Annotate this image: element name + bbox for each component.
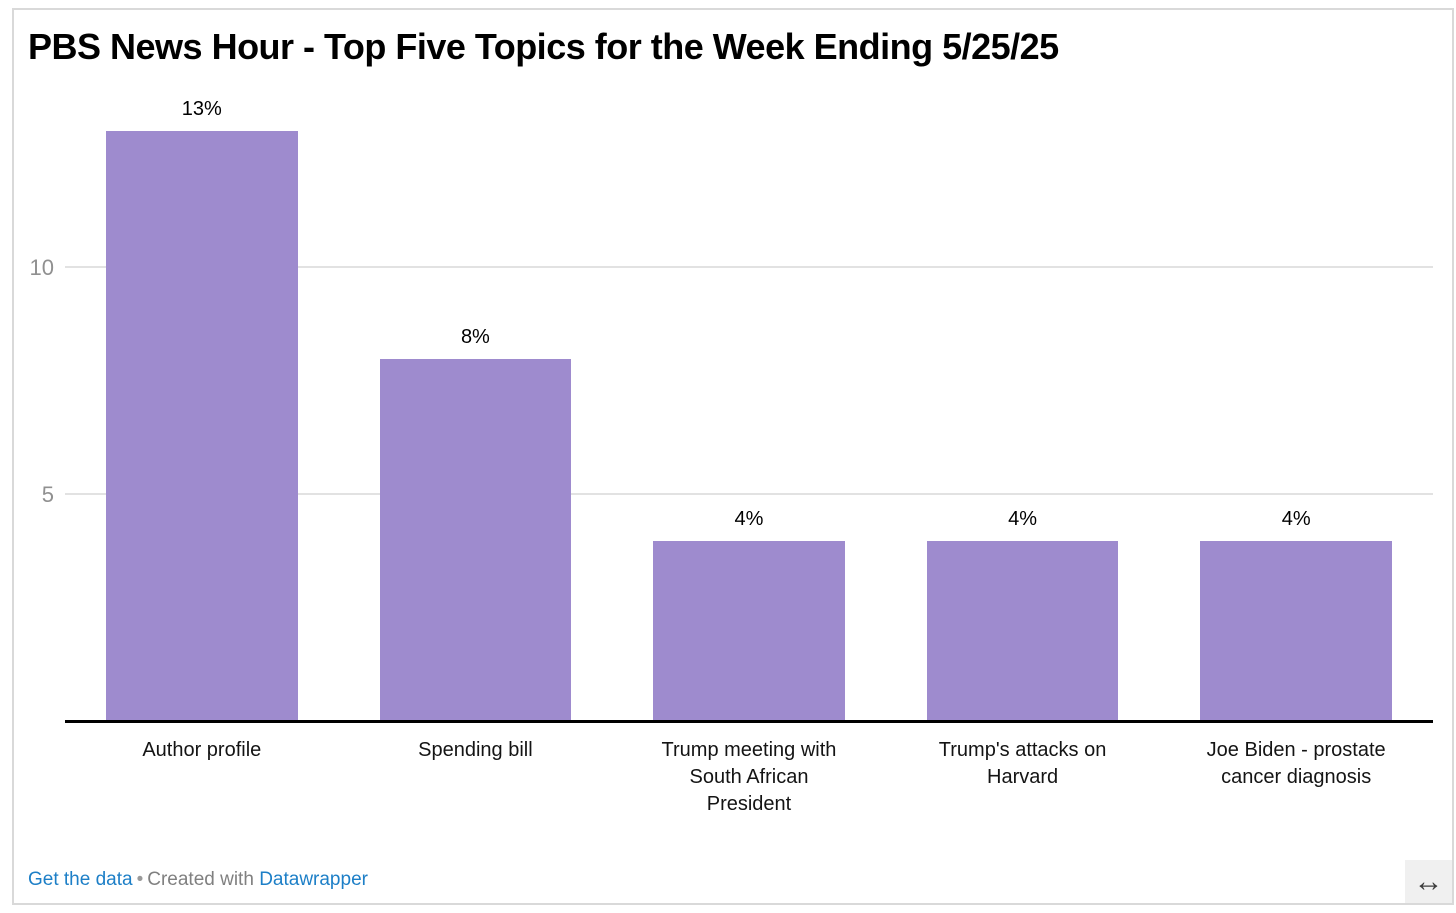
category-label: Author profile <box>142 739 262 761</box>
category-label: Joe Biden - prostate cancer diagnosis <box>1206 739 1386 788</box>
gridline-y-5 <box>65 493 1433 496</box>
category-label: Trump's attacks on Harvard <box>938 739 1107 788</box>
bar <box>926 540 1119 720</box>
bar-columns: 13% 8% 4% 4% 4% <box>65 95 1433 723</box>
bar-column: 13% <box>65 95 339 723</box>
bar <box>106 131 298 720</box>
category-label: Trump meeting with South African Preside… <box>661 739 837 815</box>
bar-column: 4% <box>886 95 1160 723</box>
bar <box>379 358 572 720</box>
bar <box>653 540 845 720</box>
bar-value-label: 8% <box>460 325 490 348</box>
bar <box>1200 540 1392 720</box>
gridline-y-10 <box>65 265 1433 268</box>
category-label: Spending bill <box>418 739 533 761</box>
y-axis-tick-label: 10 <box>29 254 54 280</box>
bar-column: 4% <box>1159 95 1433 723</box>
bar-column: 4% <box>612 95 886 723</box>
bar-value-label: 4% <box>734 507 764 530</box>
datawrapper-link[interactable]: Datawrapper <box>259 869 368 890</box>
bar-value-label: 4% <box>1008 507 1038 530</box>
category-labels: Author profile Spending bill Trump meeting… <box>65 737 1433 818</box>
chart-card: PBS News Hour - Top Five Topics for the … <box>12 8 1454 905</box>
plot-area: 5 10 13% 8% 4% 4% 4% <box>30 95 1433 723</box>
get-the-data-link[interactable]: Get the data <box>28 869 133 890</box>
footer-separator: • <box>136 869 144 890</box>
bar-column: 8% <box>339 95 613 723</box>
resize-handle[interactable]: ↔ <box>1405 860 1452 903</box>
chart-title: PBS News Hour - Top Five Topics for the … <box>28 26 1059 67</box>
footer: Get the data • Created with Datawrapper <box>28 869 368 891</box>
bar-value-label: 13% <box>181 98 222 121</box>
y-axis-tick-label: 5 <box>41 482 54 508</box>
x-axis-baseline <box>65 720 1433 723</box>
horizontal-resize-arrow-icon: ↔ <box>1413 864 1444 898</box>
bar-value-label: 4% <box>1281 507 1311 530</box>
footer-created-with-text: Created with <box>147 869 254 890</box>
